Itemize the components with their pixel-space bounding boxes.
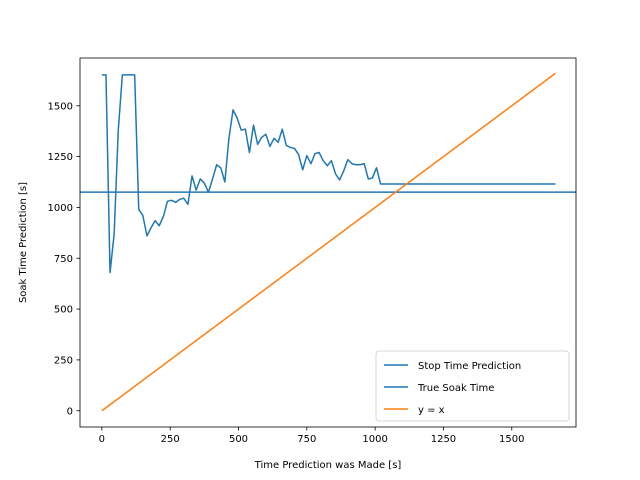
series-layer	[80, 72, 576, 412]
legend: Stop Time Prediction True Soak Time y = x	[375, 350, 570, 422]
y-tick-label: 1500	[48, 101, 73, 112]
x-tick-label: 1000	[362, 434, 387, 445]
x-tick-label: 750	[297, 434, 316, 445]
x-tick-label: 1500	[499, 434, 524, 445]
y-tick-label: 1000	[48, 203, 73, 214]
y-tick-label: 750	[54, 254, 73, 265]
y-tick-label: 500	[54, 305, 73, 316]
x-axis-ticks: 0 250 500 750 1000 1250 1500	[99, 427, 525, 445]
legend-label: Stop Time Prediction	[418, 361, 521, 372]
legend-label: True Soak Time	[417, 383, 494, 394]
legend-label: y = x	[418, 405, 445, 416]
legend-box	[375, 350, 570, 422]
x-tick-label: 250	[161, 434, 180, 445]
x-tick-label: 1250	[431, 434, 456, 445]
y-tick-label: 250	[54, 356, 73, 367]
x-axis-label: Time Prediction was Made [s]	[254, 460, 402, 471]
y-tick-label: 0	[67, 406, 73, 417]
x-tick-label: 0	[99, 434, 105, 445]
series-line-y-x	[101, 72, 556, 412]
series-line-stop-time-prediction	[101, 74, 556, 274]
axes-frame	[79, 57, 577, 428]
x-tick-label: 500	[229, 434, 248, 445]
y-tick-label: 1250	[48, 152, 73, 163]
y-axis-label: Soak Time Prediction [s]	[18, 182, 29, 303]
y-axis-ticks: 0 250 500 750 1000 1250 1500	[48, 101, 80, 417]
